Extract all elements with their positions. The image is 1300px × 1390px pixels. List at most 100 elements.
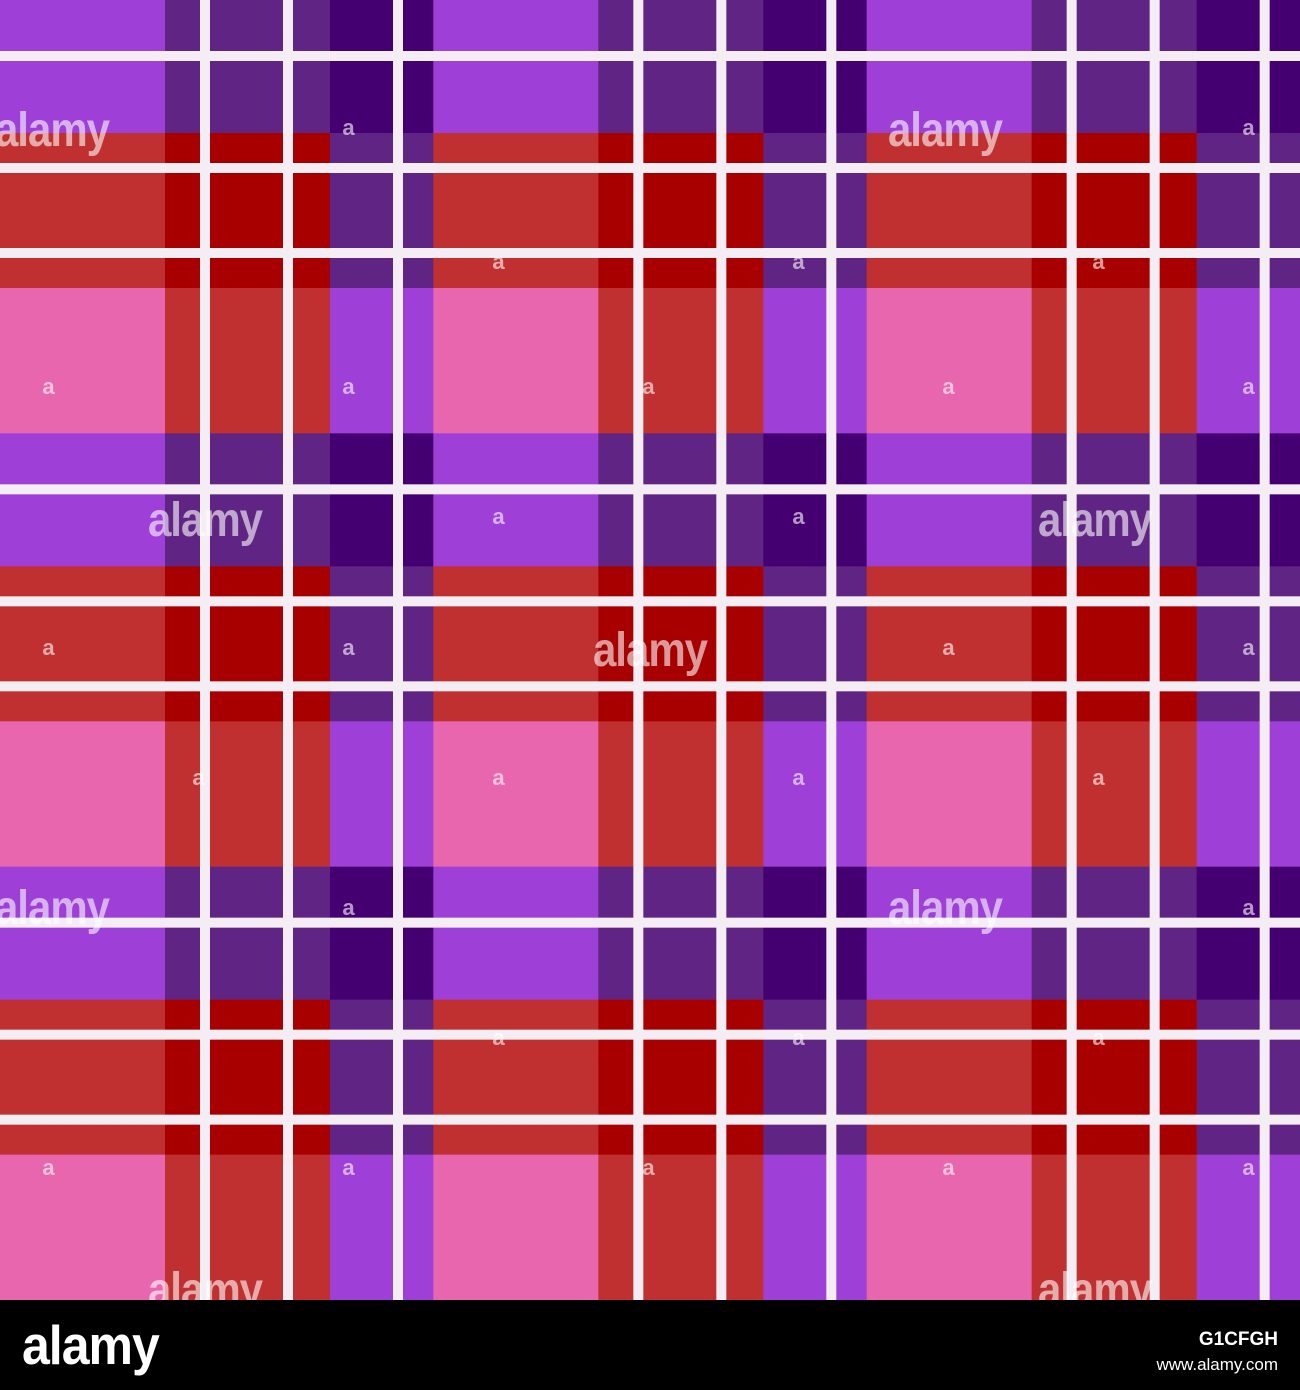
plaid-cell [866,566,1033,722]
plaid-cell [330,433,434,567]
plaid-cell [165,999,331,1156]
plaid-cell [0,1154,166,1300]
image-id: G1CFGH [1198,1329,1278,1350]
vertical-thread [1066,0,1077,1300]
plaid-cell [598,0,764,134]
plaid-cell [866,999,1033,1156]
plaid-cell [763,566,868,722]
plaid-cell [1031,999,1198,1156]
plaid-cell [165,433,331,567]
plaid-cell [330,0,434,134]
plaid-cell [866,1154,1033,1300]
plaid-cell [598,288,764,434]
horizontal-thread [0,596,1300,607]
plaid-cell [598,721,764,868]
plaid-cell [330,1154,434,1300]
plaid-cell [433,999,599,1156]
plaid-cell [598,866,764,1001]
plaid-cell [1196,866,1300,1001]
plaid-cell [763,721,868,868]
plaid-cell [763,866,868,1001]
plaid-cell [0,133,166,289]
plaid-cell [165,566,331,722]
horizontal-thread [0,1114,1300,1125]
plaid-cell [1031,721,1198,868]
plaid-cell [866,0,1033,134]
plaid-cell [433,133,599,289]
plaid-cell [433,566,599,722]
plaid-cell [165,133,331,289]
plaid-cell [866,133,1033,289]
plaid-cell [1196,1154,1300,1300]
horizontal-thread [0,681,1300,692]
vertical-thread [1259,0,1270,1300]
horizontal-thread [0,163,1300,173]
vertical-thread [716,0,727,1300]
plaid-cell [433,288,599,434]
plaid-cell [866,866,1033,1001]
plaid-cell [165,866,331,1001]
vertical-thread [1149,0,1160,1300]
site-url: www.alamy.com [1156,1355,1278,1374]
plaid-cell [0,0,166,134]
plaid-cell [330,133,434,289]
plaid-cell [0,999,166,1156]
plaid-pattern [0,0,1300,1300]
plaid-cell [165,721,331,868]
plaid-cell [0,566,166,722]
plaid-cell [330,288,434,434]
plaid-cell [165,0,331,134]
plaid-cell [433,0,599,134]
plaid-cell [0,866,166,1001]
plaid-cell [1196,721,1300,868]
horizontal-thread [0,248,1300,258]
plaid-cell [433,1154,599,1300]
vertical-thread [283,0,293,1300]
plaid-cell [330,866,434,1001]
horizontal-thread [0,51,1300,61]
plaid-cell [763,0,868,134]
plaid-cell [866,721,1033,868]
watermark-footer-bar: alamy G1CFGH www.alamy.com [0,1300,1300,1390]
plaid-cell [433,433,599,567]
plaid-cell [598,133,764,289]
horizontal-thread [0,484,1300,495]
plaid-cell [433,721,599,868]
vertical-thread [826,0,837,1300]
plaid-cell [866,288,1033,434]
plaid-cell [1196,433,1300,567]
plaid-cell [598,1154,764,1300]
plaid-cell [1031,433,1198,567]
vertical-thread [200,0,210,1300]
plaid-cell [165,1154,331,1300]
plaid-cell [330,566,434,722]
plaid-cell [1031,133,1198,289]
plaid-cell [1196,0,1300,134]
horizontal-thread [0,1029,1300,1040]
plaid-cell [330,721,434,868]
horizontal-thread [0,917,1300,928]
alamy-logo: alamy [22,1314,160,1377]
plaid-cell [1031,866,1198,1001]
plaid-cell [0,288,166,434]
plaid-cell [598,566,764,722]
plaid-cell [330,999,434,1156]
plaid-cell [763,433,868,567]
plaid-cell [763,288,868,434]
plaid-cell [866,433,1033,567]
plaid-cell [1196,566,1300,722]
plaid-cell [1031,288,1198,434]
plaid-cell [763,133,868,289]
plaid-cell [1196,999,1300,1156]
vertical-thread [393,0,403,1300]
plaid-cell [1031,0,1198,134]
plaid-cell [0,721,166,868]
plaid-cell [763,999,868,1156]
plaid-cell [0,433,166,567]
plaid-cell [1196,288,1300,434]
plaid-cell [598,433,764,567]
plaid-cell [1031,566,1198,722]
plaid-cell [763,1154,868,1300]
plaid-cell [165,288,331,434]
